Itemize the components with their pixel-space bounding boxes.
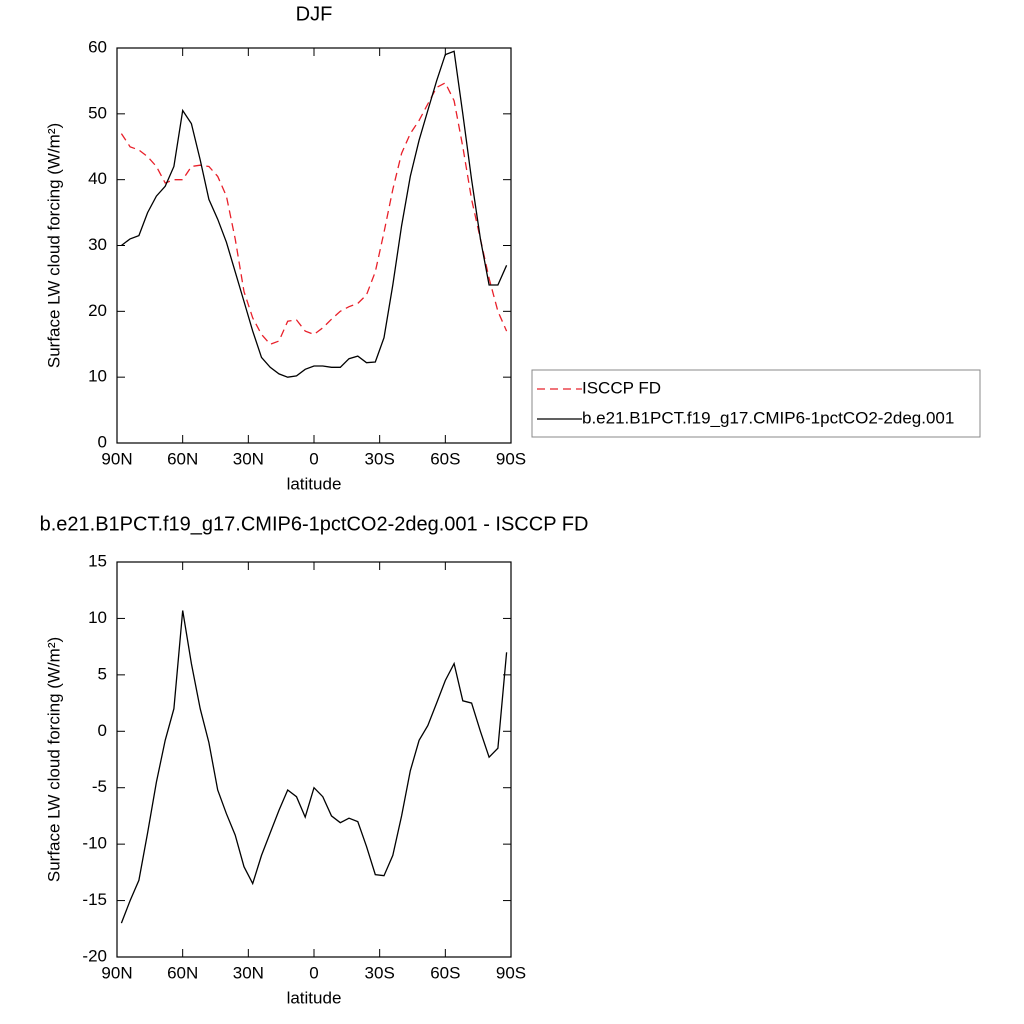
data-line: [121, 50, 508, 378]
x-tick-label: 30N: [233, 449, 264, 468]
x-tick-label: 60N: [167, 449, 198, 468]
x-tick-label: 30N: [233, 963, 264, 982]
x-tick-label: 90N: [101, 963, 132, 982]
x-axis-label: latitude: [287, 988, 342, 1007]
chart-title: b.e21.B1PCT.f19_g17.CMIP6-1pctCO2-2deg.0…: [40, 513, 589, 535]
y-tick-label: -5: [92, 777, 107, 796]
y-tick-label: 10: [88, 608, 107, 627]
data-line: [120, 610, 508, 924]
plot-frame: [116, 47, 512, 444]
y-tick-label: 50: [88, 103, 107, 122]
panel: DJF 0 10 20 30 40 50 60 90N 60N 30N 0 30S 60S 90S latit…: [44, 3, 981, 493]
y-tick-label: 40: [88, 169, 107, 188]
x-tick-label: 30S: [365, 963, 395, 982]
x-tick-label: 0: [309, 963, 318, 982]
y-tick-label: 10: [88, 367, 107, 386]
y-tick-label: 5: [98, 664, 107, 683]
x-axis-label: latitude: [287, 474, 342, 493]
y-tick-label: -20: [82, 946, 107, 965]
x-tick-label: 90S: [496, 963, 526, 982]
y-tick-label: 0: [98, 721, 107, 740]
legend-box: [531, 369, 981, 438]
plot-frame: [116, 561, 512, 958]
y-tick-label: -10: [82, 834, 107, 853]
data-line: [120, 82, 508, 346]
y-tick-label: 60: [88, 37, 107, 56]
y-axis-label: Surface LW cloud forcing (W/m²): [44, 123, 63, 368]
chart-title: DJF: [296, 3, 333, 25]
y-axis-label: Surface LW cloud forcing (W/m²): [44, 637, 63, 882]
x-tick-label: 60S: [430, 963, 460, 982]
panel: b.e21.B1PCT.f19_g17.CMIP6-1pctCO2-2deg.0…: [40, 513, 589, 1007]
x-tick-label: 60S: [430, 449, 460, 468]
y-tick-label: 20: [88, 301, 107, 320]
x-tick-label: 90N: [101, 449, 132, 468]
x-tick-label: 60N: [167, 963, 198, 982]
x-tick-label: 90S: [496, 449, 526, 468]
legend-label: ISCCP FD: [582, 378, 661, 397]
x-tick-label: 0: [309, 449, 318, 468]
y-tick-label: 15: [88, 551, 107, 570]
y-tick-label: -15: [82, 890, 107, 909]
legend-label: b.e21.B1PCT.f19_g17.CMIP6-1pctCO2-2deg.0…: [582, 408, 954, 427]
y-tick-label: 0: [98, 432, 107, 451]
y-tick-label: 30: [88, 235, 107, 254]
x-tick-label: 30S: [365, 449, 395, 468]
